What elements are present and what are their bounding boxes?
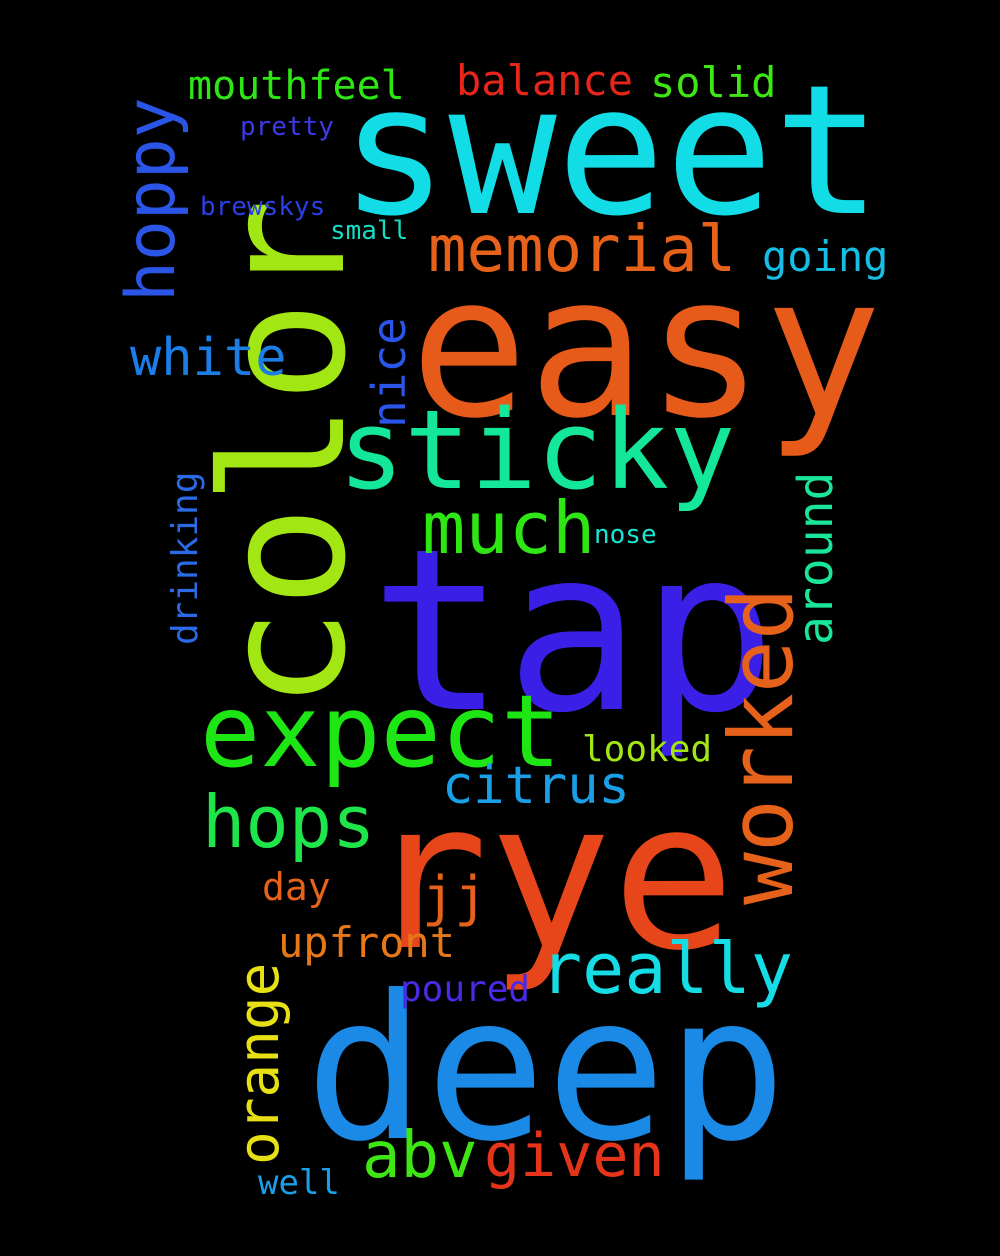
word-jj: jj: [422, 865, 488, 928]
word-hoppy: hoppy: [112, 97, 191, 302]
word-rye: rye: [365, 758, 736, 996]
word-given: given: [484, 1121, 665, 1191]
word-abv: abv: [362, 1119, 478, 1193]
word-pretty: pretty: [240, 112, 334, 142]
word-sweet: sweet: [340, 47, 882, 256]
word-nose: nose: [594, 520, 657, 550]
word-poured: poured: [400, 969, 531, 1010]
word-citrus: citrus: [442, 756, 630, 816]
word-solid: solid: [650, 58, 777, 107]
word-deep: deep: [305, 953, 787, 1186]
word-around: around: [788, 471, 844, 645]
word-hops: hops: [202, 780, 376, 864]
word-tap: tap: [370, 501, 777, 763]
word-mouthfeel: mouthfeel: [188, 63, 405, 109]
word-well: well: [258, 1163, 340, 1203]
word-small: small: [330, 216, 409, 246]
word-easy: easy: [410, 234, 883, 462]
word-expect: expect: [200, 673, 562, 790]
word-sticky: sticky: [338, 386, 736, 514]
word-really: really: [540, 928, 793, 1010]
word-orange: orange: [227, 962, 292, 1165]
word-memorial: memorial: [428, 213, 737, 287]
word-drinking: drinking: [165, 471, 206, 645]
word-balance: balance: [456, 56, 634, 105]
word-upfront: upfront: [278, 918, 456, 967]
word-nice: nice: [362, 317, 416, 428]
word-brewskys: brewskys: [200, 192, 326, 222]
word-white: white: [130, 328, 287, 388]
word-much: much: [422, 486, 596, 570]
word-looked: looked: [582, 729, 713, 770]
word-day: day: [262, 865, 331, 909]
word-going: going: [762, 232, 889, 281]
